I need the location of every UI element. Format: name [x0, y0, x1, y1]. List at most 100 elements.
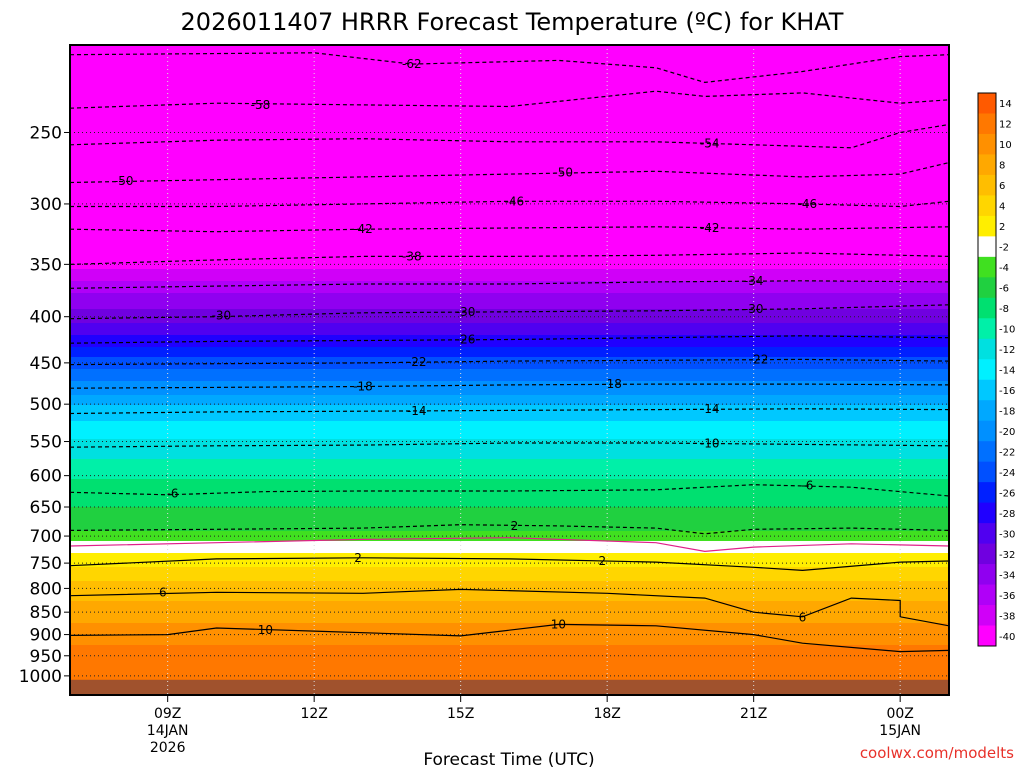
contour-label: 2	[354, 551, 362, 565]
temperature-band	[70, 153, 949, 156]
temperature-band	[70, 283, 949, 286]
temperature-band	[70, 421, 949, 424]
temperature-band	[70, 341, 949, 344]
temperature-band	[70, 541, 949, 544]
colorbar-swatch	[978, 236, 996, 258]
temperature-band	[70, 439, 949, 442]
colorbar-label: -12	[999, 345, 1015, 356]
colorbar-swatch	[978, 523, 996, 545]
temperature-band	[70, 399, 949, 402]
temperature-band	[70, 67, 949, 70]
colorbar-label: 2	[999, 222, 1005, 233]
y-tick-label: 750	[30, 554, 62, 574]
colorbar-label: -2	[999, 243, 1009, 254]
temperature-band	[70, 329, 949, 332]
temperature-band	[70, 171, 949, 174]
contour-label: 6	[159, 585, 167, 599]
temperature-band	[70, 471, 949, 474]
temperature-band	[70, 109, 949, 112]
plot-frame	[69, 44, 950, 696]
temperature-band	[70, 261, 949, 264]
temperature-band	[70, 569, 949, 572]
temperature-band	[70, 45, 949, 48]
temperature-band	[70, 61, 949, 64]
temperature-band	[70, 555, 949, 558]
contour-label: -42	[700, 221, 720, 235]
temperature-band	[70, 167, 949, 170]
temperature-band	[70, 465, 949, 468]
temperature-band	[70, 303, 949, 306]
temperature-band	[70, 375, 949, 378]
temperature-band	[70, 215, 949, 218]
x-tick-label: 12Z	[300, 706, 327, 722]
temperature-band	[70, 641, 949, 644]
contour-label: -42	[353, 222, 373, 236]
contour-labels: -62-58-54-50-50-46 -46-42 -42-38-34-30 -30-…	[114, 57, 817, 637]
temperature-band	[70, 677, 949, 680]
temperature-band	[70, 133, 949, 136]
colorbar-swatch	[978, 215, 996, 237]
temperature-band	[70, 633, 949, 636]
colorbar-label: -34	[999, 570, 1015, 581]
colorbar-label: -4	[999, 263, 1009, 274]
colorbar-swatch	[978, 625, 996, 647]
colorbar-label: -24	[999, 468, 1015, 479]
temperature-band	[70, 661, 949, 664]
temperature-band	[70, 639, 949, 642]
temperature-band	[70, 571, 949, 574]
contour-label: 10	[258, 623, 273, 637]
x-tick-label: 2026	[150, 740, 186, 756]
temperature-band	[70, 277, 949, 280]
temperature-band	[70, 387, 949, 390]
y-tick-label: 950	[30, 647, 62, 667]
temperature-band	[70, 213, 949, 216]
y-tick-label: 850	[30, 603, 62, 623]
colorbar-label: -10	[999, 325, 1015, 336]
temperature-band	[70, 619, 949, 622]
temperature-band	[70, 631, 949, 634]
temperature-band	[70, 125, 949, 128]
temperature-band	[70, 527, 949, 530]
temperature-band	[70, 321, 949, 324]
temperature-band	[70, 405, 949, 408]
temperature-band	[70, 447, 949, 450]
temperature-band	[70, 247, 949, 250]
temperature-band	[70, 95, 949, 98]
temperature-band	[70, 237, 949, 240]
x-axis-label: Forecast Time (UTC)	[423, 750, 594, 768]
temperature-band	[70, 229, 949, 232]
y-tick-label: 450	[30, 354, 62, 374]
temperature-band	[70, 199, 949, 202]
contour-label: -18	[602, 377, 622, 391]
temperature-band	[70, 609, 949, 612]
colorbar-swatch	[978, 133, 996, 155]
temperature-band	[70, 547, 949, 550]
temperature-band	[70, 601, 949, 604]
temperature-band	[70, 159, 949, 162]
temperature-band	[70, 545, 949, 548]
temperature-band	[70, 63, 949, 66]
temperature-band	[70, 227, 949, 230]
temperature-band	[70, 103, 949, 106]
temperature-band	[70, 91, 949, 94]
contour-label: -26	[456, 333, 476, 347]
temperature-band	[70, 559, 949, 562]
x-tick-label: 21Z	[740, 706, 767, 722]
colorbar-label: 4	[999, 202, 1005, 213]
temperature-band	[70, 305, 949, 308]
temperature-band	[70, 493, 949, 496]
colorbar-swatch	[978, 256, 996, 278]
temperature-band	[70, 275, 949, 278]
temperature-band	[70, 627, 949, 630]
temperature-band	[70, 315, 949, 318]
temperature-band	[70, 505, 949, 508]
temperature-band	[70, 169, 949, 172]
contour-line	[70, 162, 949, 184]
colorbar-swatch	[978, 441, 996, 463]
contour-line	[70, 623, 949, 653]
temperature-band	[70, 637, 949, 640]
contour-label: -14	[700, 402, 720, 416]
temperature-band	[70, 273, 949, 276]
temperature-band	[70, 573, 949, 576]
contour-line	[70, 90, 949, 109]
